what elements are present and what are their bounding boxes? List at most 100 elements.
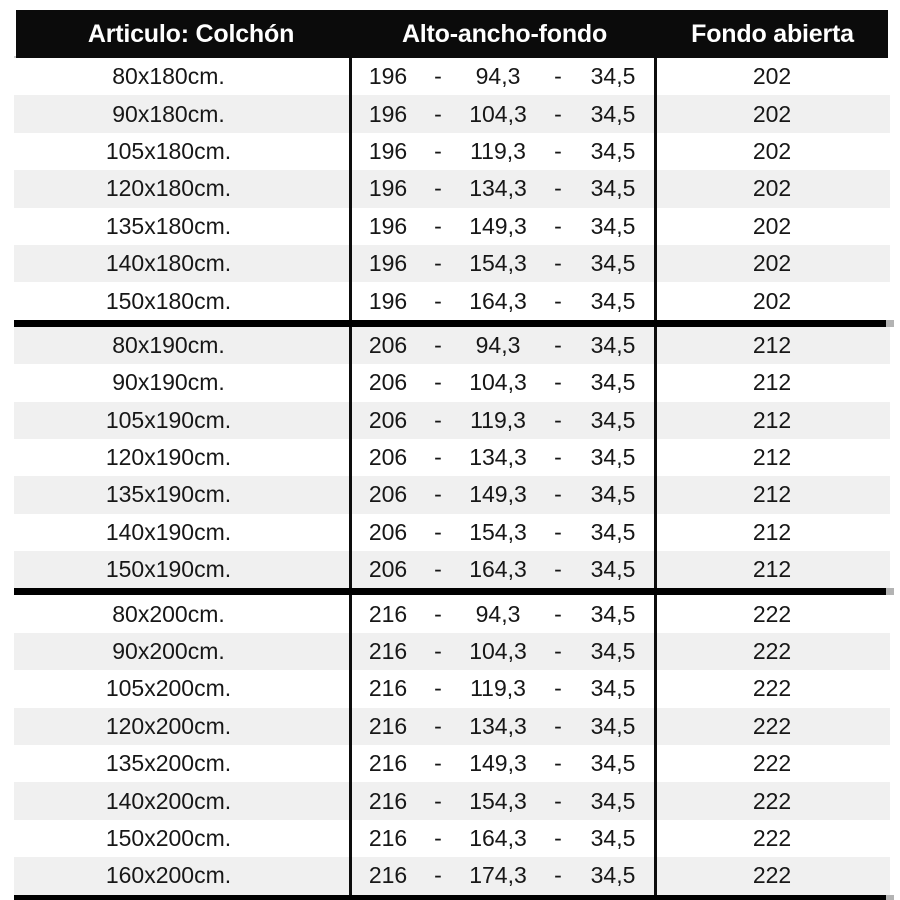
cell-dimensions: 206-119,3-34,5: [352, 401, 657, 439]
dimension-separator: -: [554, 675, 562, 702]
cell-dimensions: 216-134,3-34,5: [352, 707, 657, 746]
table-row[interactable]: 105x180cm. 196-119,3-34,5 202: [14, 132, 890, 171]
cell-fondo-abierta: 212: [752, 406, 792, 433]
table-row[interactable]: 135x190cm. 206-149,3-34,5 212: [14, 476, 890, 514]
value-ancho: 149,3: [469, 481, 527, 508]
table-row[interactable]: 105x200cm. 216-119,3-34,5 222: [14, 670, 890, 708]
dimension-separator: -: [434, 862, 442, 889]
dimension-separator: -: [554, 137, 562, 164]
cell-fondo-abierta: 222: [752, 600, 792, 627]
cell-fondo-abierta: 212: [752, 369, 792, 396]
table-row[interactable]: 90x200cm. 216-104,3-34,5 222: [14, 632, 890, 671]
dimension-separator: -: [554, 825, 562, 851]
dimension-separator: -: [434, 100, 442, 127]
cell-article: 140x190cm.: [14, 513, 352, 552]
table-row[interactable]: 140x200cm. 216-154,3-34,5 222: [14, 782, 890, 820]
dimension-separator: -: [434, 600, 442, 627]
cell-article: 90x200cm.: [14, 632, 352, 671]
dimension-separator: -: [434, 250, 442, 277]
dimension-separator: -: [434, 331, 442, 358]
table-row[interactable]: 80x180cm. 196-94,3-34,5 202: [14, 58, 890, 96]
value-ancho: 134,3: [469, 712, 527, 739]
value-alto: 196: [368, 175, 408, 202]
value-alto: 196: [368, 250, 408, 277]
value-fondo: 34,5: [590, 556, 636, 583]
dimension-separator: -: [554, 556, 562, 583]
value-fondo: 34,5: [590, 787, 636, 814]
value-alto: 216: [368, 750, 408, 777]
value-ancho: 104,3: [469, 369, 527, 396]
value-ancho: 154,3: [469, 518, 527, 545]
cell-fondo-abierta: 202: [752, 63, 792, 90]
dimension-separator: -: [434, 444, 442, 471]
value-alto: 206: [368, 556, 408, 583]
cell-article: 135x190cm.: [14, 476, 352, 514]
dimension-separator: -: [554, 369, 562, 396]
table-row[interactable]: 120x190cm. 206-134,3-34,5 212: [14, 438, 890, 477]
table-row[interactable]: 160x200cm. 216-174,3-34,5 222: [14, 857, 890, 895]
value-alto: 206: [368, 331, 408, 358]
value-ancho: 94,3: [475, 63, 521, 90]
table-row[interactable]: 150x180cm. 196-164,3-34,5 202: [14, 282, 890, 320]
value-alto: 216: [368, 600, 408, 627]
table-row[interactable]: 80x190cm. 206-94,3-34,5 212: [14, 326, 890, 365]
cell-dimensions: 206-164,3-34,5: [352, 551, 657, 589]
dimension-separator: -: [554, 100, 562, 127]
table-row[interactable]: 140x180cm. 196-154,3-34,5 202: [14, 244, 890, 283]
dimension-separator: -: [434, 556, 442, 583]
table-row[interactable]: 105x190cm. 206-119,3-34,5 212: [14, 401, 890, 439]
table-row[interactable]: 140x190cm. 206-154,3-34,5 212: [14, 513, 890, 552]
value-fondo: 34,5: [590, 638, 636, 665]
column-header-dimensions: Alto-ancho-fondo: [401, 19, 608, 48]
cell-article: 150x190cm.: [14, 551, 352, 589]
cell-article: 150x200cm.: [14, 819, 352, 858]
dimension-separator: -: [554, 518, 562, 545]
column-header-article: Articulo: Colchón: [87, 19, 295, 48]
cell-article: 80x200cm.: [14, 595, 352, 633]
value-alto: 206: [368, 518, 408, 545]
dimension-separator: -: [434, 287, 442, 314]
value-alto: 196: [368, 63, 408, 90]
cell-fondo-abierta: 212: [752, 481, 792, 508]
dimension-separator: -: [434, 518, 442, 545]
value-ancho: 94,3: [475, 600, 521, 627]
dimension-separator: -: [554, 638, 562, 665]
table-row[interactable]: 150x200cm. 216-164,3-34,5 222: [14, 819, 890, 858]
dimension-separator: -: [434, 175, 442, 202]
table-row[interactable]: 150x190cm. 206-164,3-34,5 212: [14, 551, 890, 589]
cell-article: 105x190cm.: [14, 401, 352, 439]
cell-dimensions: 206-149,3-34,5: [352, 476, 657, 514]
table-row[interactable]: 135x180cm. 196-149,3-34,5 202: [14, 207, 890, 245]
value-fondo: 34,5: [590, 862, 636, 889]
table-row[interactable]: 120x200cm. 216-134,3-34,5 222: [14, 707, 890, 746]
cell-fondo-abierta: 222: [752, 862, 792, 889]
cell-fondo-abierta: 212: [752, 518, 792, 545]
dimension-separator: -: [434, 712, 442, 739]
value-fondo: 34,5: [590, 518, 636, 545]
dimension-separator: -: [434, 406, 442, 433]
value-fondo: 34,5: [590, 331, 636, 358]
cell-fondo-abierta: 212: [752, 444, 792, 471]
value-fondo: 34,5: [590, 212, 636, 239]
dimension-separator: -: [554, 287, 562, 314]
table-row[interactable]: 90x180cm. 196-104,3-34,5 202: [14, 95, 890, 133]
value-fondo: 34,5: [590, 481, 636, 508]
table-row[interactable]: 120x180cm. 196-134,3-34,5 202: [14, 170, 890, 208]
cell-fondo-abierta: 222: [752, 638, 792, 665]
cell-article: 120x180cm.: [14, 170, 352, 208]
cell-article: 105x180cm.: [14, 132, 352, 171]
value-ancho: 149,3: [469, 212, 527, 239]
value-alto: 206: [368, 406, 408, 433]
dimension-separator: -: [434, 750, 442, 777]
value-ancho: 164,3: [469, 825, 527, 851]
table-row[interactable]: 80x200cm. 216-94,3-34,5 222: [14, 595, 890, 633]
table-row[interactable]: 135x200cm. 216-149,3-34,5 222: [14, 745, 890, 783]
cell-dimensions: 196-164,3-34,5: [352, 282, 657, 320]
cell-article: 80x190cm.: [14, 326, 352, 365]
value-ancho: 104,3: [469, 100, 527, 127]
cell-article: 140x200cm.: [14, 782, 352, 820]
table-bottom-border: [14, 894, 894, 900]
table-row[interactable]: 90x190cm. 206-104,3-34,5 212: [14, 364, 890, 402]
value-alto: 196: [368, 100, 408, 127]
value-alto: 216: [368, 712, 408, 739]
